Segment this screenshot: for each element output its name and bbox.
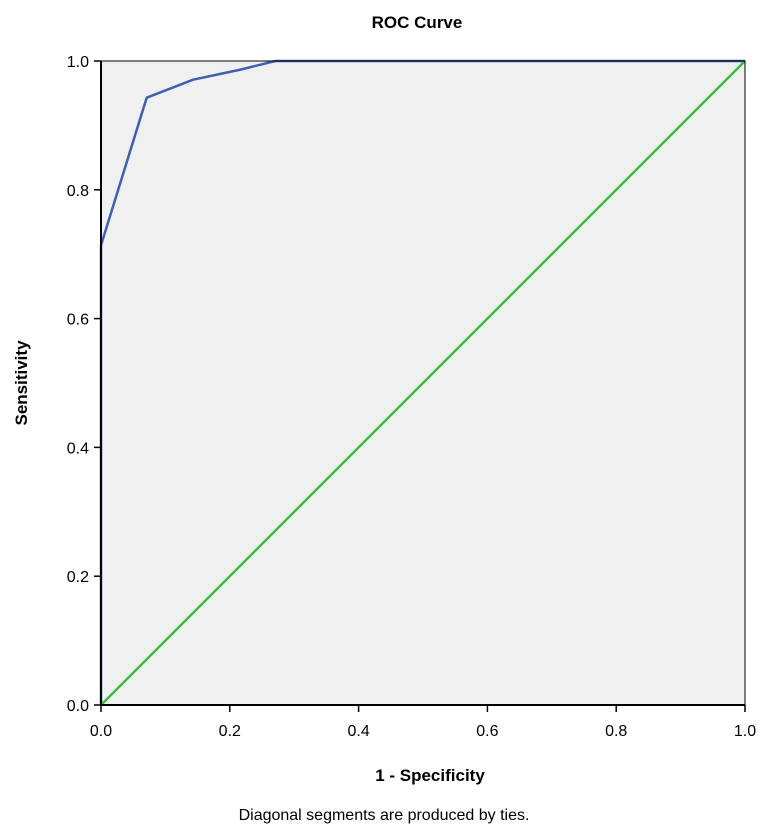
x-tick-label: 0.4 [347,723,369,740]
chart-title: ROC Curve [372,13,463,32]
x-tick-label: 0.0 [90,723,112,740]
x-tick-label: 0.6 [476,723,498,740]
y-tick-label: 0.4 [67,440,89,457]
y-tick-label: 0.8 [67,183,89,200]
axis-ticks: 0.0 0.2 0.4 0.6 0.8 1.0 0.0 0.2 0.4 0.6 0.8 1.0 [67,54,756,740]
x-axis-title: 1 - Specificity [375,766,485,785]
y-tick-label: 1.0 [67,54,89,71]
y-axis-title: Sensitivity [12,340,31,426]
y-tick-label: 0.6 [67,312,89,329]
y-tick-label: 0.2 [67,569,89,586]
x-tick-label: 1.0 [734,723,756,740]
x-tick-label: 0.8 [605,723,627,740]
y-tick-label: 0.0 [67,698,89,715]
footnote: Diagonal segments are produced by ties. [239,807,530,824]
x-tick-label: 0.2 [219,723,241,740]
reference-diagonal-line [100,60,746,706]
